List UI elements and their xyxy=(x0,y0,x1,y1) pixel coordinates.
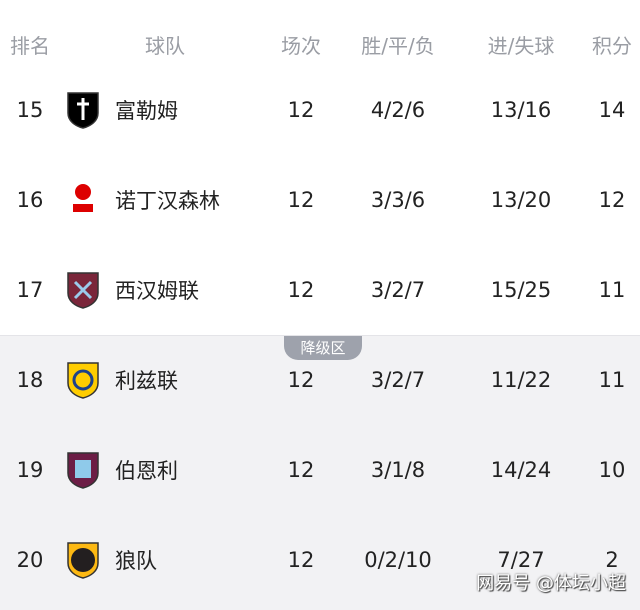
team-name[interactable]: 西汉姆联 xyxy=(115,279,199,303)
goals: 14/24 xyxy=(490,458,552,482)
burnley-crest-icon xyxy=(67,452,99,489)
goals: 11/22 xyxy=(490,368,552,392)
rank: 18 xyxy=(16,368,44,392)
played: 12 xyxy=(287,98,315,122)
table-row[interactable]: 18 利兹联 12 3/2/7 11/22 11 xyxy=(0,335,640,425)
table-row[interactable]: 17 西汉姆联 12 3/2/7 15/25 11 xyxy=(0,245,640,335)
relegation-badge: 降级区 xyxy=(284,336,362,360)
played: 12 xyxy=(287,368,315,392)
points: 11 xyxy=(598,368,626,392)
header-rank: 排名 xyxy=(10,34,50,58)
wdl: 0/2/10 xyxy=(364,548,432,572)
relegation-zone xyxy=(0,335,640,610)
wdl: 3/3/6 xyxy=(370,188,426,212)
table-row[interactable]: 15 富勒姆 12 4/2/6 13/16 14 xyxy=(0,65,640,155)
rank: 17 xyxy=(16,278,44,302)
rank: 20 xyxy=(16,548,44,572)
header-team: 球队 xyxy=(145,34,185,58)
points: 14 xyxy=(598,98,626,122)
header-wdl: 胜/平/负 xyxy=(361,34,435,58)
wolves-crest-icon xyxy=(67,542,99,579)
table-row[interactable]: 19 伯恩利 12 3/1/8 14/24 10 xyxy=(0,425,640,515)
header-points: 积分 xyxy=(592,34,632,58)
played: 12 xyxy=(287,548,315,572)
fulham-crest-icon xyxy=(67,92,99,129)
team-name[interactable]: 诺丁汉森林 xyxy=(115,189,220,213)
header-played: 场次 xyxy=(281,34,321,58)
wdl: 3/2/7 xyxy=(370,278,426,302)
wdl: 3/2/7 xyxy=(370,368,426,392)
wdl: 3/1/8 xyxy=(370,458,426,482)
nottingham-forest-crest-icon xyxy=(68,183,98,218)
goals: 13/20 xyxy=(490,188,552,212)
played: 12 xyxy=(287,458,315,482)
wdl: 4/2/6 xyxy=(370,98,426,122)
watermark: 网易号 @体坛小超 xyxy=(476,573,626,594)
team-name[interactable]: 利兹联 xyxy=(115,369,178,393)
table-row[interactable]: 20 狼队 12 0/2/10 7/27 2 xyxy=(0,515,640,605)
goals: 15/25 xyxy=(490,278,552,302)
rank: 16 xyxy=(16,188,44,212)
table-header: 排名 球队 场次 胜/平/负 进/失球 积分 xyxy=(0,0,640,85)
west-ham-crest-icon xyxy=(67,272,99,309)
goals: 13/16 xyxy=(490,98,552,122)
team-name[interactable]: 狼队 xyxy=(115,549,157,573)
goals: 7/27 xyxy=(497,548,545,572)
points: 12 xyxy=(598,188,626,212)
played: 12 xyxy=(287,188,315,212)
points: 11 xyxy=(598,278,626,302)
rank: 19 xyxy=(16,458,44,482)
played: 12 xyxy=(287,278,315,302)
team-name[interactable]: 富勒姆 xyxy=(115,99,178,123)
rank: 15 xyxy=(16,98,44,122)
points: 2 xyxy=(605,548,619,572)
team-name[interactable]: 伯恩利 xyxy=(115,459,178,483)
header-goals: 进/失球 xyxy=(487,34,555,58)
table-row[interactable]: 16 诺丁汉森林 12 3/3/6 13/20 12 xyxy=(0,155,640,245)
points: 10 xyxy=(598,458,626,482)
leeds-crest-icon xyxy=(67,362,99,399)
